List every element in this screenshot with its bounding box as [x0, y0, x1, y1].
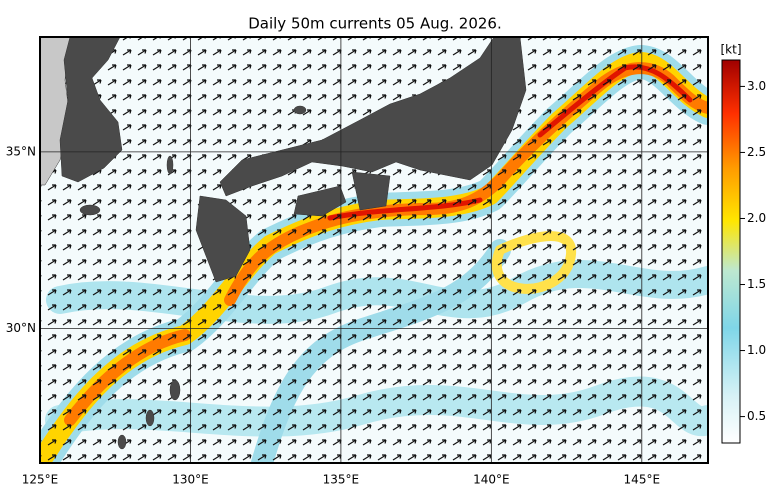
kii	[351, 171, 391, 211]
colorbar	[721, 59, 741, 444]
island	[169, 379, 181, 401]
colorbar-tick-label: 1.0	[747, 343, 766, 357]
shikoku	[293, 185, 347, 217]
colorbar-tick-label: 0.5	[747, 409, 766, 423]
map-area	[40, 37, 708, 463]
colorbar-unit: [kt]	[720, 43, 741, 57]
x-tick-label: 145°E	[624, 473, 661, 487]
colorbar-tick-label: 2.5	[747, 145, 766, 159]
map-title: Daily 50m currents 05 Aug. 2026.	[248, 15, 502, 33]
island	[145, 409, 155, 427]
honshu	[219, 37, 527, 197]
island	[79, 204, 101, 216]
colorbar-tick-label: 1.5	[747, 277, 766, 291]
x-tick-label: 125°E	[22, 473, 59, 487]
grid	[40, 37, 708, 463]
korea	[59, 37, 123, 183]
y-tick-label: 35°N	[6, 144, 36, 158]
x-tick-label: 130°E	[172, 473, 209, 487]
x-tick-label: 140°E	[473, 473, 510, 487]
colorbar-tick-label: 3.0	[747, 79, 766, 93]
y-tick-label: 30°N	[6, 321, 36, 335]
land	[40, 37, 527, 450]
kyushu	[195, 195, 251, 283]
colorbar-tick-label: 2.0	[747, 211, 766, 225]
x-tick-label: 135°E	[323, 473, 360, 487]
island	[293, 105, 307, 115]
island	[117, 434, 127, 450]
map-frame	[39, 36, 709, 464]
current-arrows	[40, 37, 708, 463]
island	[166, 155, 174, 175]
